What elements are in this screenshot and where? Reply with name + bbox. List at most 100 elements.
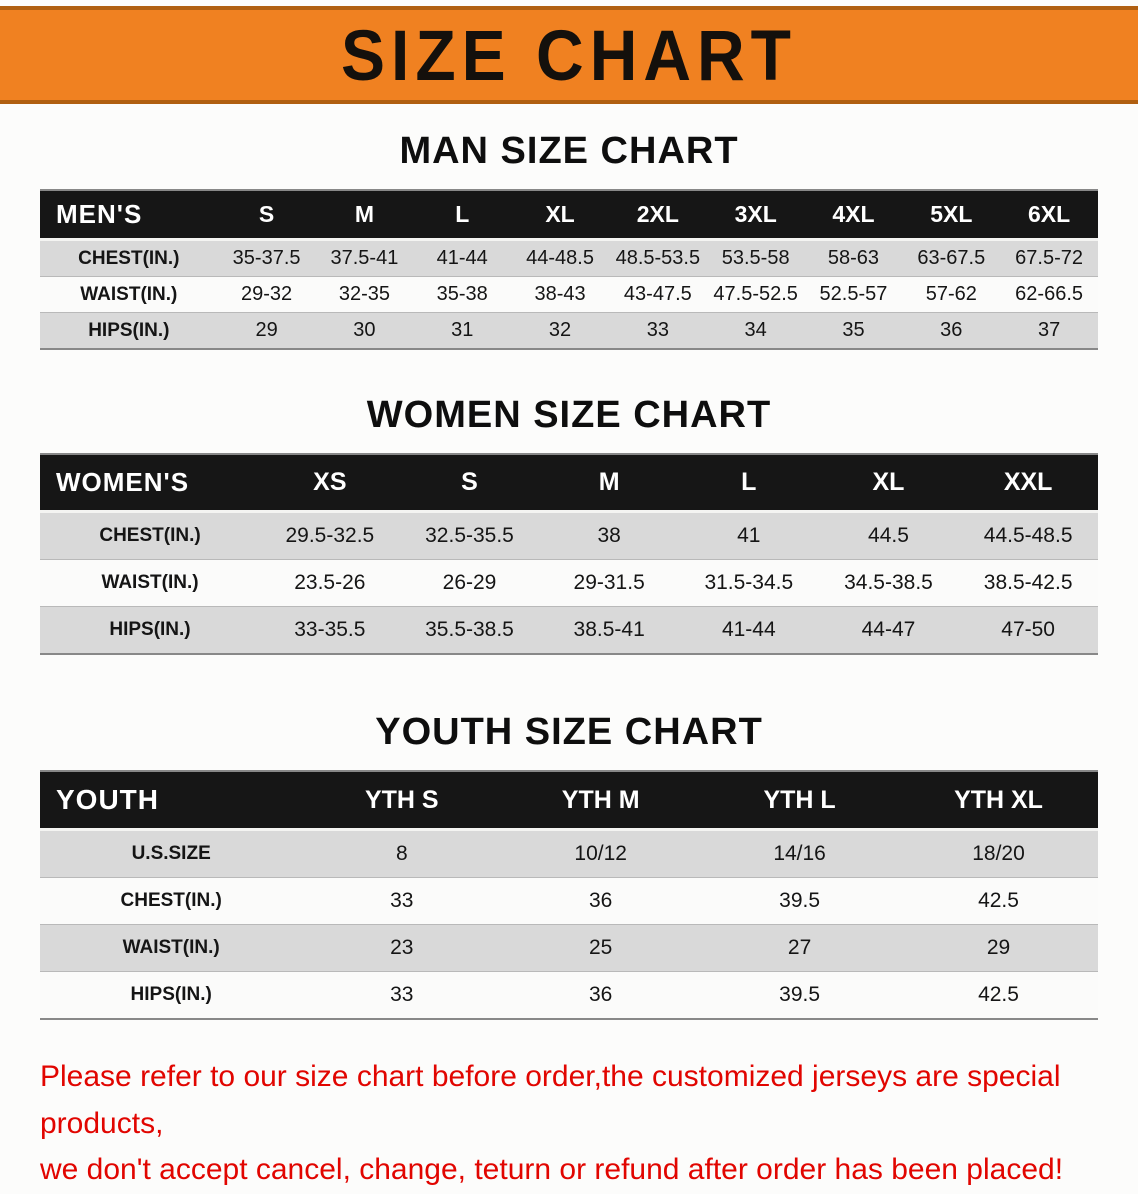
disclaimer-line-1: Please refer to our size chart before or…: [40, 1060, 1061, 1140]
size-value-cell: 47-50: [958, 606, 1098, 654]
table-row: HIPS(IN.) 29 30 31 32 33 34 35 36 37: [40, 312, 1098, 349]
women-section-heading: WOMEN SIZE CHART: [366, 394, 772, 436]
column-header: XL: [511, 190, 609, 241]
size-value-cell: 57-62: [902, 276, 1001, 313]
column-header: XS: [260, 454, 400, 513]
table-row: HIPS(IN.) 33-35.5 35.5-38.5 38.5-41 41-44 44-…: [40, 606, 1098, 654]
size-value-cell: 37.5-41: [315, 239, 414, 277]
size-value-cell: 31.5-34.5: [678, 559, 819, 607]
table-row: WAIST(IN.) 23.5-26 26-29 29-31.5 31.5-34.5 34…: [40, 559, 1098, 607]
size-value-cell: 23: [302, 924, 502, 972]
row-label: CHEST(IN.): [40, 239, 218, 277]
column-header: 3XL: [706, 190, 805, 241]
size-value-cell: 23.5-26: [260, 559, 400, 607]
size-value-cell: 36: [501, 971, 701, 1019]
size-value-cell: 34: [706, 312, 805, 349]
size-value-cell: 38.5-42.5: [958, 559, 1098, 607]
size-value-cell: 14/16: [700, 829, 900, 878]
size-value-cell: 44-47: [818, 606, 959, 654]
youth-header-row: YOUTH YTH S YTH M YTH L YTH XL: [40, 771, 1098, 831]
row-label: HIPS(IN.): [40, 312, 218, 349]
column-header: M: [539, 454, 679, 513]
row-label: WAIST(IN.): [40, 276, 218, 313]
size-value-cell: 29-32: [217, 276, 316, 313]
column-header: XXL: [958, 454, 1098, 513]
women-size-table: WOMEN'S XS S M L XL XXL CHEST(IN.) 29.5-32.5 32.5…: [40, 453, 1098, 655]
size-value-cell: 35.5-38.5: [399, 606, 540, 654]
women-size-table-holder: WOMEN'S XS S M L XL XXL CHEST(IN.) 29.5-32.5 32.5…: [40, 453, 1098, 655]
column-header: YTH S: [302, 771, 502, 831]
size-value-cell: 10/12: [501, 829, 701, 878]
size-value-cell: 62-66.5: [1000, 276, 1098, 313]
size-value-cell: 31: [413, 312, 512, 349]
women-header-row: WOMEN'S XS S M L XL XXL: [40, 454, 1098, 513]
column-header: 2XL: [608, 190, 707, 241]
size-value-cell: 32-35: [315, 276, 414, 313]
column-header: YTH XL: [899, 771, 1098, 831]
column-header: 5XL: [902, 190, 1001, 241]
column-header: 4XL: [804, 190, 903, 241]
size-value-cell: 58-63: [804, 239, 903, 277]
size-value-cell: 32.5-35.5: [399, 511, 540, 560]
table-row: CHEST(IN.) 35-37.5 37.5-41 41-44 44-48.5 48.5…: [40, 239, 1098, 277]
size-value-cell: 39.5: [700, 877, 900, 925]
column-header: S: [217, 190, 316, 241]
size-value-cell: 29: [217, 312, 316, 349]
size-value-cell: 33: [302, 971, 502, 1019]
men-size-section: MAN SIZE CHART MEN'S S M L XL 2XL 3XL 4XL 5XL 6XL…: [0, 130, 1138, 350]
men-size-table-holder: MEN'S S M L XL 2XL 3XL 4XL 5XL 6XL CHEST(IN.) 35-37…: [40, 189, 1098, 350]
size-value-cell: 47.5-52.5: [706, 276, 805, 313]
row-label: U.S.SIZE: [40, 829, 303, 878]
size-value-cell: 43-47.5: [608, 276, 707, 313]
size-value-cell: 32: [511, 312, 609, 349]
size-value-cell: 39.5: [700, 971, 900, 1019]
size-value-cell: 18/20: [899, 829, 1098, 878]
size-value-cell: 44.5-48.5: [958, 511, 1098, 560]
size-value-cell: 35: [804, 312, 903, 349]
size-value-cell: 42.5: [899, 877, 1098, 925]
disclaimer: Please refer to our size chart before or…: [40, 1054, 1110, 1194]
column-header: YTH M: [501, 771, 701, 831]
table-row: CHEST(IN.) 29.5-32.5 32.5-35.5 38 41 44.5 44.5…: [40, 511, 1098, 560]
size-value-cell: 36: [501, 877, 701, 925]
size-chart-banner: SIZE CHART: [0, 6, 1138, 104]
men-section-heading: MAN SIZE CHART: [399, 130, 739, 172]
row-label: CHEST(IN.): [40, 877, 303, 925]
size-value-cell: 33: [302, 877, 502, 925]
table-row: U.S.SIZE 8 10/12 14/16 18/20: [40, 829, 1098, 878]
youth-section-heading: YOUTH SIZE CHART: [375, 711, 763, 753]
size-value-cell: 44-48.5: [511, 239, 609, 277]
size-value-cell: 53.5-58: [706, 239, 805, 277]
size-value-cell: 27: [700, 924, 900, 972]
row-label: WAIST(IN.): [40, 924, 303, 972]
size-value-cell: 36: [902, 312, 1001, 349]
row-label: WAIST(IN.): [40, 559, 261, 607]
size-value-cell: 42.5: [899, 971, 1098, 1019]
youth-size-section: YOUTH SIZE CHART YOUTH YTH S YTH M YTH L YTH…: [0, 711, 1138, 1020]
size-value-cell: 38.5-41: [539, 606, 679, 654]
row-label: CHEST(IN.): [40, 511, 261, 560]
table-row: WAIST(IN.) 23 25 27 29: [40, 924, 1098, 972]
size-value-cell: 37: [1000, 312, 1098, 349]
column-header: M: [315, 190, 414, 241]
row-label: HIPS(IN.): [40, 606, 261, 654]
size-value-cell: 8: [302, 829, 502, 878]
size-value-cell: 33: [608, 312, 707, 349]
table-row: WAIST(IN.) 29-32 32-35 35-38 38-43 43-47.5 47.…: [40, 276, 1098, 313]
size-value-cell: 41: [678, 511, 819, 560]
youth-size-table-holder: YOUTH YTH S YTH M YTH L YTH XL U.S.SIZE 8 10/12…: [40, 770, 1098, 1020]
youth-corner-header: YOUTH: [40, 771, 303, 831]
size-value-cell: 25: [501, 924, 701, 972]
column-header: L: [678, 454, 819, 513]
column-header: XL: [818, 454, 959, 513]
size-value-cell: 38-43: [511, 276, 609, 313]
size-value-cell: 38: [539, 511, 679, 560]
size-value-cell: 35-38: [413, 276, 512, 313]
size-value-cell: 33-35.5: [260, 606, 400, 654]
disclaimer-line-2: we don't accept cancel, change, teturn o…: [40, 1153, 1064, 1186]
size-value-cell: 67.5-72: [1000, 239, 1098, 277]
size-value-cell: 29.5-32.5: [260, 511, 400, 560]
men-corner-header: MEN'S: [40, 190, 218, 241]
column-header: 6XL: [1000, 190, 1098, 241]
table-row: HIPS(IN.) 33 36 39.5 42.5: [40, 971, 1098, 1019]
